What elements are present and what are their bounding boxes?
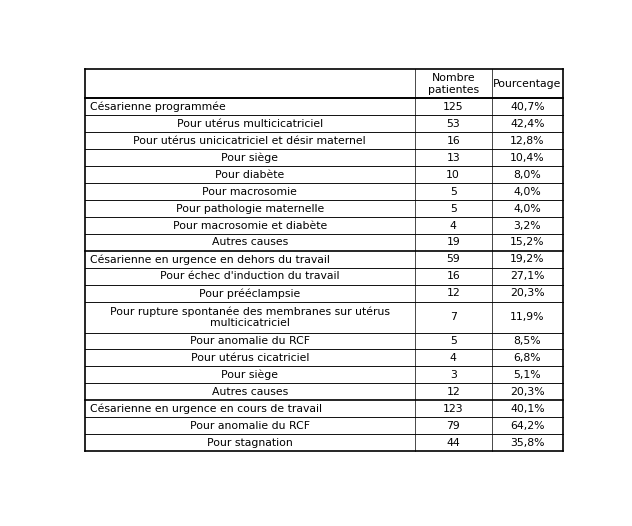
Text: 16: 16: [446, 136, 460, 146]
Text: Pour siège: Pour siège: [221, 370, 278, 380]
Text: 20,3%: 20,3%: [510, 387, 545, 397]
Text: 4,0%: 4,0%: [514, 204, 541, 214]
Text: 79: 79: [446, 421, 460, 431]
Text: 3: 3: [450, 370, 457, 380]
Text: 35,8%: 35,8%: [510, 438, 545, 448]
Text: 4: 4: [450, 353, 457, 363]
Text: 53: 53: [446, 119, 460, 129]
Text: 5: 5: [450, 187, 457, 197]
Text: Pour anomalie du RCF: Pour anomalie du RCF: [190, 421, 310, 431]
Text: 10: 10: [446, 170, 460, 180]
Text: 59: 59: [446, 255, 460, 265]
Text: 13: 13: [446, 153, 460, 163]
Text: Césarienne en urgence en dehors du travail: Césarienne en urgence en dehors du trava…: [90, 254, 330, 265]
Text: Nombre
patientes: Nombre patientes: [428, 73, 479, 95]
Text: 16: 16: [446, 271, 460, 281]
Text: 11,9%: 11,9%: [510, 312, 545, 322]
Text: 42,4%: 42,4%: [510, 119, 545, 129]
Text: 8,5%: 8,5%: [514, 336, 541, 346]
Text: 7: 7: [450, 312, 457, 322]
Text: Pour utérus multicicatriciel: Pour utérus multicicatriciel: [176, 119, 323, 129]
Text: 19,2%: 19,2%: [510, 255, 545, 265]
Text: Pour macrosomie et diabète: Pour macrosomie et diabète: [173, 220, 327, 230]
Text: 6,8%: 6,8%: [514, 353, 541, 363]
Text: 125: 125: [443, 102, 463, 112]
Text: Pour siège: Pour siège: [221, 153, 278, 163]
Text: 12,8%: 12,8%: [510, 136, 545, 146]
Text: Pour utérus cicatriciel: Pour utérus cicatriciel: [190, 353, 309, 363]
Text: 123: 123: [443, 404, 463, 414]
Text: Pour échec d'induction du travail: Pour échec d'induction du travail: [160, 271, 339, 281]
Text: 5: 5: [450, 204, 457, 214]
Text: Pour macrosomie: Pour macrosomie: [202, 187, 297, 197]
Text: 44: 44: [446, 438, 460, 448]
Text: 27,1%: 27,1%: [510, 271, 545, 281]
Text: Pourcentage: Pourcentage: [493, 79, 562, 89]
Text: Césarienne programmée: Césarienne programmée: [90, 102, 226, 112]
Text: 5,1%: 5,1%: [514, 370, 541, 380]
Text: Pour pathologie maternelle: Pour pathologie maternelle: [176, 204, 324, 214]
Text: Pour diabète: Pour diabète: [215, 170, 284, 180]
Text: 10,4%: 10,4%: [510, 153, 545, 163]
Text: Césarienne en urgence en cours de travail: Césarienne en urgence en cours de travai…: [90, 403, 322, 414]
Text: 40,7%: 40,7%: [510, 102, 545, 112]
Text: Pour rupture spontanée des membranes sur utérus
multicicatriciel: Pour rupture spontanée des membranes sur…: [110, 306, 390, 328]
Text: 12: 12: [446, 387, 460, 397]
Text: Pour prééclampsie: Pour prééclampsie: [199, 288, 300, 299]
Text: Pour stagnation: Pour stagnation: [207, 438, 293, 448]
Text: 20,3%: 20,3%: [510, 288, 545, 298]
Text: 64,2%: 64,2%: [510, 421, 545, 431]
Text: 15,2%: 15,2%: [510, 237, 545, 247]
Text: 12: 12: [446, 288, 460, 298]
Text: 4,0%: 4,0%: [514, 187, 541, 197]
Text: 5: 5: [450, 336, 457, 346]
Text: 40,1%: 40,1%: [510, 404, 545, 414]
Text: Pour anomalie du RCF: Pour anomalie du RCF: [190, 336, 310, 346]
Text: Pour utérus unicicatriciel et désir maternel: Pour utérus unicicatriciel et désir mate…: [133, 136, 366, 146]
Text: Autres causes: Autres causes: [212, 387, 288, 397]
Text: Autres causes: Autres causes: [212, 237, 288, 247]
Text: 4: 4: [450, 220, 457, 230]
Text: 8,0%: 8,0%: [514, 170, 541, 180]
Text: 19: 19: [446, 237, 460, 247]
Text: 3,2%: 3,2%: [514, 220, 541, 230]
